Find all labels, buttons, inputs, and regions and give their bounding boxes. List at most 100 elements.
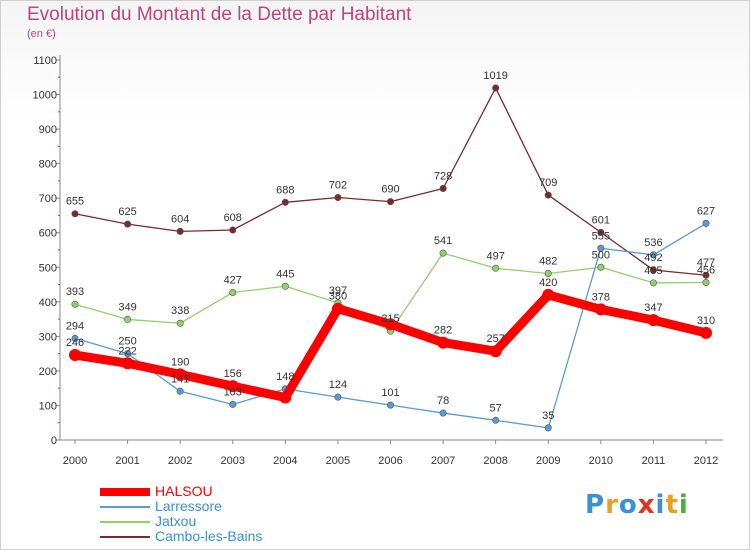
data-point: [439, 249, 447, 257]
data-point: [176, 227, 184, 235]
data-point: [229, 288, 237, 296]
data-label: 477: [697, 257, 715, 269]
x-tick-label: 2002: [168, 455, 192, 467]
data-label: 536: [644, 237, 662, 249]
x-tick-label: 2007: [431, 455, 455, 467]
data-label: 497: [486, 250, 504, 262]
data-point: [386, 198, 394, 206]
data-point: [597, 263, 605, 271]
data-label: 246: [66, 337, 84, 349]
y-tick-label: 400: [39, 297, 57, 309]
data-point: [649, 251, 657, 259]
y-tick-label: 1000: [33, 90, 57, 102]
x-tick-label: 2000: [63, 455, 87, 467]
data-label: 1019: [483, 70, 507, 82]
data-point: [492, 416, 500, 424]
data-point: [331, 302, 344, 315]
data-label: 608: [224, 212, 242, 224]
data-point: [121, 357, 134, 370]
data-point: [226, 380, 239, 393]
data-label: 627: [697, 205, 715, 217]
data-label: 250: [118, 336, 136, 348]
data-point: [71, 210, 79, 218]
x-tick-label: 2008: [483, 455, 507, 467]
data-label: 555: [592, 230, 610, 242]
data-label: 35: [542, 410, 554, 422]
x-tick-label: 2006: [378, 455, 402, 467]
data-point: [702, 219, 710, 227]
legend-item: HALSOU: [100, 484, 400, 499]
data-label: 78: [437, 395, 449, 407]
y-tick-label: 200: [39, 366, 57, 378]
data-point: [124, 350, 132, 358]
data-point: [176, 387, 184, 395]
data-label: 315: [381, 313, 399, 325]
legend-item: Larressore: [100, 499, 400, 514]
data-point: [439, 185, 447, 193]
data-label: 156: [224, 368, 242, 380]
data-label: 500: [592, 249, 610, 261]
y-tick-label: 500: [39, 262, 57, 274]
data-label: 257: [486, 333, 504, 345]
data-label: 482: [539, 255, 557, 267]
legend-label: Cambo-les-Bains: [155, 528, 263, 544]
data-label: 380: [329, 291, 347, 303]
logo-letter: r: [605, 490, 619, 520]
data-point: [176, 319, 184, 327]
x-tick-label: 2011: [642, 455, 666, 467]
data-label: 57: [490, 402, 502, 414]
chart-subtitle: (en €): [27, 28, 56, 40]
data-label: 148: [276, 371, 294, 383]
y-tick-label: 700: [39, 193, 57, 205]
y-tick-label: 600: [39, 228, 57, 240]
data-label: 141: [171, 373, 189, 385]
data-label: 190: [171, 356, 189, 368]
x-tick-label: 2003: [221, 455, 245, 467]
data-point: [124, 220, 132, 228]
data-label: 420: [539, 277, 557, 289]
series-line-cambo-les-bains: [74, 87, 707, 276]
legend-item: Jatxou: [100, 514, 400, 529]
data-label: 338: [171, 305, 189, 317]
data-point: [649, 279, 657, 287]
data-label: 349: [118, 301, 136, 313]
logo-letter: o: [618, 490, 638, 520]
data-label: 492: [644, 252, 662, 264]
x-tick-label: 2005: [326, 455, 350, 467]
data-label: 310: [697, 315, 715, 327]
logo-letter: t: [665, 490, 679, 520]
data-label: 655: [66, 196, 84, 208]
data-point: [334, 193, 342, 201]
data-label: 347: [644, 302, 662, 314]
y-tick-label: 100: [39, 400, 57, 412]
data-point: [597, 244, 605, 252]
data-point: [281, 198, 289, 206]
y-tick-label: 900: [39, 124, 57, 136]
data-point: [279, 391, 292, 404]
data-label: 728: [434, 171, 452, 183]
series-layer: [69, 84, 712, 432]
data-label: 103: [224, 386, 242, 398]
legend-label: Larressore: [155, 498, 222, 514]
logo-letter: i: [655, 490, 666, 520]
x-tick-label: 2001: [115, 455, 139, 467]
data-point: [594, 303, 607, 316]
x-tick-label: 2012: [694, 455, 718, 467]
data-point: [124, 315, 132, 323]
legend-label: Jatxou: [155, 513, 197, 529]
data-point: [702, 271, 710, 279]
y-tick-label: 1100: [33, 55, 57, 67]
data-label: 445: [276, 268, 294, 280]
legend-swatch: [100, 488, 150, 496]
data-point: [281, 282, 289, 290]
data-point: [489, 345, 502, 358]
data-point: [439, 409, 447, 417]
legend: HALSOU Larressore Jatxou Cambo-les-Bains: [100, 484, 400, 544]
legend-item: Cambo-les-Bains: [100, 529, 400, 544]
x-tick-label: 2004: [273, 455, 297, 467]
data-point: [386, 401, 394, 409]
data-point: [334, 393, 342, 401]
data-label: 378: [592, 291, 610, 303]
data-point: [702, 278, 710, 286]
data-label: 455: [644, 265, 662, 277]
